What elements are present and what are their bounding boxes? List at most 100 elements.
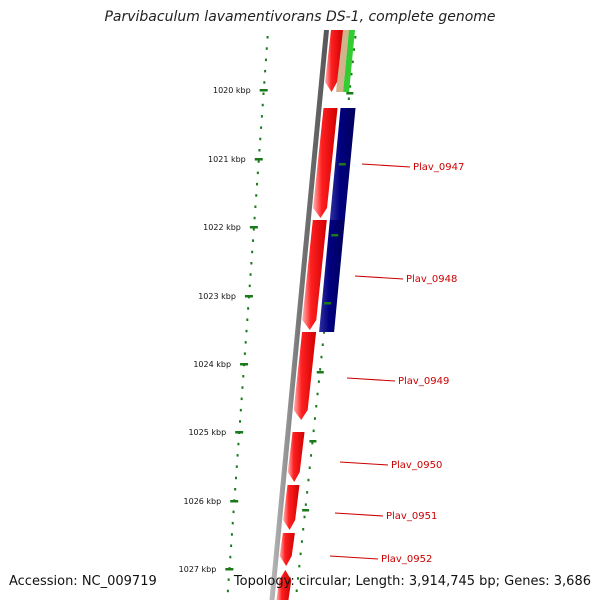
scale-dot — [262, 92, 265, 95]
scale-dot — [234, 488, 237, 491]
gene-label-leader — [339, 461, 389, 466]
gene-label: Plav_0947 — [413, 162, 464, 173]
scale-dot — [231, 521, 234, 525]
scale-dot — [236, 454, 239, 457]
inner-scale-dot — [313, 417, 316, 420]
inner-scale-dot — [299, 552, 302, 556]
kbp-tick — [230, 500, 239, 503]
kbp-tick — [254, 158, 263, 161]
kbp-tick — [259, 89, 268, 92]
scale-dot — [230, 544, 233, 547]
inner-scale-tick — [346, 92, 354, 95]
inner-scale-dot — [323, 331, 326, 334]
scale-dot — [250, 262, 253, 265]
scale-dot — [237, 442, 240, 446]
accession-text: Accession: NC_009719 — [9, 574, 157, 589]
kbp-tick — [235, 431, 244, 434]
scale-dot — [239, 420, 242, 423]
inner-scale-dot — [349, 85, 352, 88]
inner-scale-dot — [354, 36, 357, 39]
gene-labels: Plav_0947 Plav_0948 Plav_0949 Plav_0950 Plav… — [329, 162, 464, 565]
scale-dot — [248, 284, 251, 288]
tan-feature — [336, 30, 349, 92]
scale-dot — [266, 36, 269, 39]
inner-scale-dot — [312, 429, 315, 433]
gene-label-leader — [361, 163, 411, 168]
scale-dot — [259, 137, 262, 141]
genome-axis — [269, 30, 329, 600]
genome-axis-line — [269, 30, 329, 600]
inner-scale-dot — [319, 368, 322, 371]
inner-scale-dot — [303, 515, 306, 519]
gene-label-leader — [346, 377, 396, 382]
inner-scale-dot — [347, 97, 350, 100]
gene-label: Plav_0948 — [406, 274, 457, 285]
inner-scale-tick — [324, 302, 332, 305]
scale-dot — [249, 273, 252, 276]
scale-dot — [265, 47, 268, 50]
kbp-tick-label: 1027 kbp — [179, 565, 217, 574]
scale-dot — [235, 465, 238, 468]
scale-dot — [255, 194, 258, 197]
gene-label: Plav_0950 — [391, 460, 442, 471]
inner-scale-dot — [295, 589, 298, 592]
genome-stats-text: Topology: circular; Length: 3,914,745 bp… — [233, 574, 591, 589]
scale-dot — [256, 182, 259, 186]
gene-arrow-plav-0947 — [313, 108, 338, 218]
scale-dot — [229, 555, 232, 559]
scale-dot — [244, 341, 247, 344]
kbp-tick-label: 1020 kbp — [213, 86, 251, 95]
inner-scale-dot — [353, 48, 356, 51]
scale-dot — [264, 69, 267, 73]
inner-scale-dot — [315, 405, 318, 408]
inner-scale-tick — [309, 440, 317, 443]
kbp-tick-label: 1021 kbp — [208, 155, 246, 164]
scale-dot — [247, 307, 250, 310]
scale-dot — [251, 250, 254, 254]
scale-dot — [234, 476, 237, 480]
inner-scale-dot — [316, 392, 319, 396]
scale-dot — [246, 318, 249, 321]
gene-arrow-plav-0951 — [283, 485, 300, 530]
gene-label: Plav_0949 — [398, 376, 449, 387]
scale-dot — [258, 149, 261, 152]
scale-dot — [264, 58, 267, 62]
gene-arrow — [276, 570, 292, 600]
inner-scale-tick — [316, 371, 324, 374]
scale-dot — [243, 352, 246, 355]
inner-scale-dot — [302, 528, 305, 531]
inner-scale-tick — [331, 234, 339, 237]
scale-dot — [252, 228, 255, 231]
kbp-tick-label: 1022 kbp — [203, 223, 241, 232]
scale-dot — [261, 103, 264, 107]
gene-arrow-plav-0952 — [279, 533, 295, 566]
kbp-tick-label: 1026 kbp — [184, 497, 222, 506]
gene-arrow-plav-0948 — [302, 220, 327, 330]
scale-dot — [245, 329, 248, 333]
kbp-tick-label: 1025 kbp — [188, 428, 226, 437]
scale-dot — [239, 408, 242, 412]
kbp-tick — [244, 295, 253, 298]
inner-scale-dot — [317, 380, 320, 383]
scale-dot — [256, 171, 259, 175]
inner-scale-dot — [311, 441, 314, 445]
scale-dot — [240, 397, 243, 401]
scale-dot — [254, 205, 257, 208]
kbp-tick — [225, 568, 234, 571]
inner-scale-dot — [307, 478, 310, 482]
green-feature — [343, 30, 355, 92]
scale-dot — [260, 126, 263, 129]
gene-arrow-plav-0950 — [287, 432, 305, 482]
scale-dot — [226, 589, 229, 593]
scale-dot — [263, 81, 266, 84]
inner-scale-dot — [304, 503, 307, 506]
kbp-tick-label: 1023 kbp — [198, 292, 236, 301]
inner-scale-tick — [302, 509, 310, 512]
kbp-tick — [240, 363, 249, 366]
gene-arrow — [325, 30, 343, 92]
inner-scale-dot — [310, 454, 313, 457]
gene-label: Plav_0951 — [386, 511, 437, 522]
inner-scale-dot — [300, 540, 303, 543]
gene-label-leader — [329, 555, 379, 560]
